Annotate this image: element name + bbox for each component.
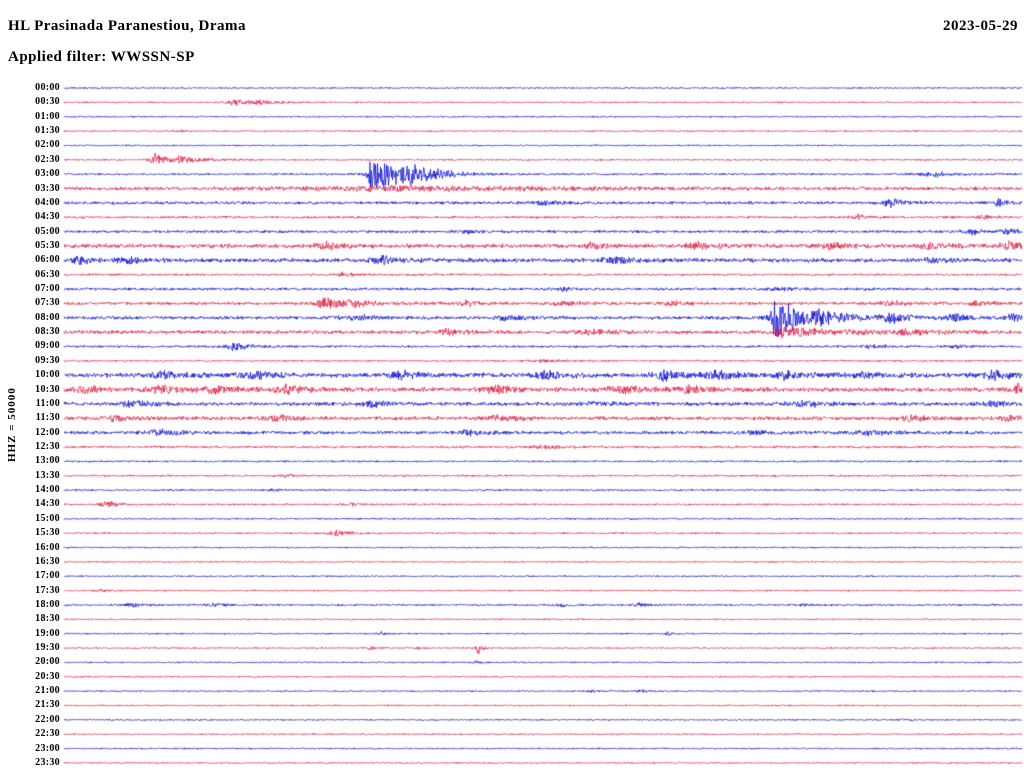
trace-time-label: 22:30: [35, 728, 60, 740]
trace-time-label: 12:00: [35, 426, 60, 438]
trace-time-label: 17:30: [35, 584, 60, 596]
trace-time-label: 10:00: [35, 369, 60, 381]
trace-time-label: 11:00: [35, 397, 60, 409]
trace-time-label: 16:30: [35, 555, 60, 567]
applied-filter-label: Applied filter: WWSSN-SP: [8, 49, 195, 65]
trace-time-label: 14:30: [35, 498, 60, 510]
trace-time-label: 17:00: [35, 570, 60, 582]
trace-time-label: 12:30: [35, 441, 60, 452]
trace-time-label: 19:00: [35, 627, 60, 639]
trace-time-label: 23:30: [35, 756, 60, 768]
trace-time-label: 20:30: [35, 670, 60, 682]
trace-time-label: 13:00: [35, 455, 60, 467]
trace-time-label: 08:00: [35, 311, 60, 323]
trace-time-label: 05:30: [35, 239, 60, 251]
trace-time-label: 20:00: [35, 656, 60, 668]
trace-time-label: 19:30: [35, 642, 60, 654]
record-date: 2023-05-29: [943, 18, 1018, 34]
trace-time-label: 09:00: [35, 340, 60, 352]
trace-time-label: 04:30: [35, 211, 60, 223]
trace-time-label: 15:30: [35, 527, 60, 539]
trace-time-label: 07:00: [35, 283, 60, 295]
trace-time-label: 04:00: [35, 196, 60, 208]
trace-time-label: 02:30: [35, 153, 60, 165]
trace-time-label: 22:00: [35, 713, 60, 725]
trace-time-label: 06:30: [35, 268, 60, 280]
trace-time-label: 07:30: [35, 297, 60, 309]
trace-time-label: 08:30: [35, 326, 60, 338]
trace-time-label: 01:30: [35, 125, 60, 137]
trace-time-label: 09:30: [35, 354, 60, 366]
trace-time-label: 14:00: [35, 484, 60, 496]
trace-time-label: 18:00: [35, 598, 60, 610]
trace-time-label: 03:30: [35, 182, 60, 194]
trace-time-label: 00:30: [35, 96, 60, 108]
trace-time-label: 00:00: [35, 82, 60, 93]
trace-time-label: 18:30: [35, 613, 60, 625]
trace-time-label: 13:30: [35, 469, 60, 481]
trace-time-label: 11:30: [35, 412, 60, 424]
station-title: HL Prasinada Paranestiou, Drama: [8, 18, 247, 34]
trace-time-label: 05:00: [35, 225, 60, 237]
trace-time-label: 23:00: [35, 742, 60, 754]
trace-time-label: 02:00: [35, 139, 60, 151]
trace-time-label: 21:30: [35, 699, 60, 711]
trace-time-label: 15:00: [35, 512, 60, 524]
trace-time-label: 16:00: [35, 541, 60, 553]
trace-time-label: 10:30: [35, 383, 60, 395]
trace-time-label: 21:00: [35, 685, 60, 697]
trace-time-label: 01:00: [35, 110, 60, 122]
trace-time-label: 06:00: [35, 254, 60, 266]
trace-time-label: 03:00: [35, 168, 60, 180]
